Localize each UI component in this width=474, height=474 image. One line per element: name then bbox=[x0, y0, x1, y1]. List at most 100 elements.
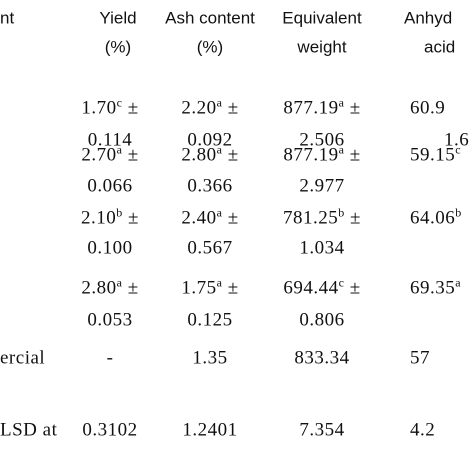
significance-letter: b bbox=[116, 205, 123, 220]
value: 781.25 bbox=[283, 207, 339, 229]
std-dev: 0.100 bbox=[87, 237, 133, 259]
cell-value: 1.2401 bbox=[182, 421, 237, 440]
cell-value: 69.35a bbox=[410, 275, 462, 299]
cell-value: 877.19a ± bbox=[283, 142, 361, 166]
value: 877.19 bbox=[283, 144, 339, 166]
value: 877.19 bbox=[283, 97, 339, 119]
plus-minus: ± bbox=[227, 97, 239, 119]
cell-value: 1.75a ± bbox=[181, 275, 239, 299]
value: 694.44 bbox=[283, 277, 339, 299]
value: 1.35 bbox=[192, 347, 228, 369]
value: 2.80 bbox=[81, 277, 117, 299]
significance-letter: b bbox=[455, 205, 462, 220]
row-label: LSD at bbox=[0, 419, 58, 441]
std-dev: 0.366 bbox=[187, 175, 233, 197]
cell-value: - bbox=[107, 349, 114, 368]
significance-letter: a bbox=[216, 142, 223, 157]
plus-minus: ± bbox=[349, 277, 361, 299]
significance-letter: b bbox=[338, 205, 345, 220]
cell-value: 2.20a ± bbox=[181, 95, 239, 119]
value: 60.9 bbox=[410, 97, 446, 119]
std-dev: 1.034 bbox=[299, 237, 345, 259]
cell-value: 59.15c bbox=[410, 142, 462, 166]
value: 2.80 bbox=[181, 144, 217, 166]
value: 2.70 bbox=[81, 144, 117, 166]
cell-value: 877.19a ± bbox=[283, 95, 361, 119]
value: 57 bbox=[410, 347, 430, 369]
cell-value: 2.70a ± bbox=[81, 142, 139, 166]
plus-minus: ± bbox=[349, 144, 361, 166]
cell-value: 833.34 bbox=[294, 349, 349, 368]
significance-letter: c bbox=[116, 95, 123, 110]
significance-letter: a bbox=[216, 275, 223, 290]
cell-value: 781.25b ± bbox=[283, 205, 361, 229]
plus-minus: ± bbox=[127, 144, 139, 166]
value: 4.2 bbox=[410, 419, 436, 441]
significance-letter: a bbox=[116, 142, 123, 157]
value: 2.40 bbox=[181, 207, 217, 229]
significance-letter: a bbox=[216, 205, 223, 220]
plus-minus: ± bbox=[227, 277, 239, 299]
value: - bbox=[106, 347, 114, 369]
std-dev: 0.066 bbox=[87, 175, 133, 197]
cell-value: 2.80a ± bbox=[181, 142, 239, 166]
plus-minus: ± bbox=[350, 207, 361, 229]
std-dev: 0.125 bbox=[187, 309, 233, 331]
header-text: Anhyd bbox=[404, 8, 453, 28]
plus-minus: ± bbox=[128, 207, 139, 229]
header-text: Yield bbox=[99, 8, 137, 28]
value: 1.75 bbox=[181, 277, 217, 299]
cell-value: 2.80a ± bbox=[81, 275, 139, 299]
cell-value: 57 bbox=[410, 349, 430, 368]
plus-minus: ± bbox=[227, 207, 239, 229]
std-dev: 2.977 bbox=[299, 175, 345, 197]
significance-letter: c bbox=[338, 275, 345, 290]
cell-value: 4.2 bbox=[410, 421, 435, 440]
std-dev: 2.506 bbox=[299, 129, 345, 151]
header-text: (%) bbox=[196, 37, 224, 57]
significance-letter: a bbox=[338, 142, 345, 157]
cell-value: 0.3102 bbox=[82, 421, 137, 440]
cell-value: 60.9 bbox=[410, 99, 445, 118]
significance-letter: c bbox=[455, 142, 462, 157]
std-dev: 0.567 bbox=[187, 237, 233, 259]
value: 64.06 bbox=[410, 207, 456, 229]
header-text: Equivalent bbox=[282, 8, 362, 28]
value: 833.34 bbox=[294, 347, 350, 369]
std-dev: 0.053 bbox=[87, 309, 133, 331]
value: 69.35 bbox=[410, 277, 456, 299]
plus-minus: ± bbox=[127, 277, 139, 299]
header-text: weight bbox=[297, 37, 347, 57]
cell-value: 1.35 bbox=[192, 349, 227, 368]
cell-value: 7.354 bbox=[299, 421, 344, 440]
value: 59.15 bbox=[410, 144, 456, 166]
plus-minus: ± bbox=[127, 97, 139, 119]
cell-value: 2.40a ± bbox=[181, 205, 239, 229]
value: 0.3102 bbox=[82, 419, 138, 441]
header-text: acid bbox=[424, 37, 456, 57]
value: 2.10 bbox=[81, 207, 117, 229]
plus-minus: ± bbox=[349, 97, 361, 119]
value: 7.354 bbox=[299, 419, 345, 441]
value: 2.20 bbox=[181, 97, 217, 119]
significance-letter: a bbox=[455, 275, 462, 290]
std-dev: 1.6 bbox=[444, 129, 470, 151]
value: 1.70 bbox=[81, 97, 117, 119]
row-label: ercial bbox=[0, 347, 46, 369]
std-dev: 0.114 bbox=[87, 129, 133, 151]
significance-letter: a bbox=[338, 95, 345, 110]
header-text: Ash content bbox=[165, 8, 255, 28]
significance-letter: a bbox=[116, 275, 123, 290]
cell-value: 1.70c ± bbox=[81, 95, 139, 119]
plus-minus: ± bbox=[227, 144, 239, 166]
cell-value: 64.06b bbox=[410, 205, 462, 229]
value: 1.2401 bbox=[182, 419, 238, 441]
header-text: (%) bbox=[104, 37, 132, 57]
significance-letter: a bbox=[216, 95, 223, 110]
header-text: nt bbox=[0, 8, 15, 28]
cell-value: 694.44c ± bbox=[283, 275, 361, 299]
std-dev: 0.092 bbox=[187, 129, 233, 151]
cell-value: 2.10b ± bbox=[81, 205, 139, 229]
std-dev: 0.806 bbox=[299, 309, 345, 331]
